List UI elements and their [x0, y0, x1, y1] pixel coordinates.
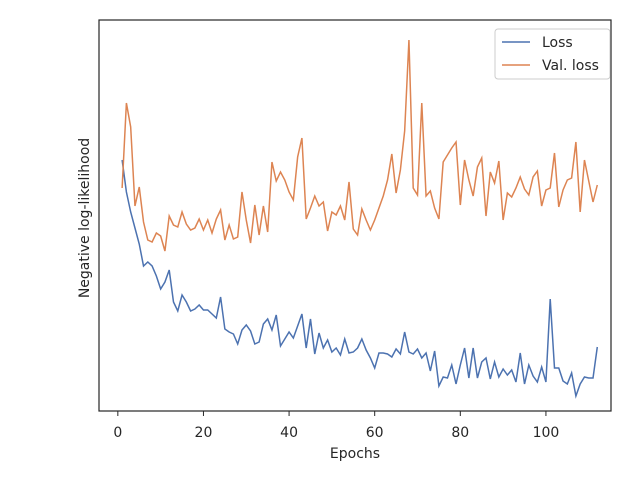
x-tick-label: 0 — [113, 425, 122, 441]
legend-label: Loss — [542, 35, 573, 51]
legend-label: Val. loss — [542, 58, 599, 74]
x-tick-label: 100 — [533, 425, 560, 441]
x-tick-label: 60 — [366, 425, 384, 441]
y-axis-label: Negative log-likelihood — [77, 138, 93, 298]
series-line — [121, 159, 599, 399]
series-line — [121, 39, 599, 252]
legend: Loss Val. loss — [494, 28, 611, 80]
x-tick-label: 20 — [195, 425, 213, 441]
plot-frame — [98, 19, 612, 412]
x-tick-label: 40 — [280, 425, 298, 441]
x-axis-label: Epochs — [330, 446, 380, 462]
x-tick-label: 80 — [451, 425, 469, 441]
